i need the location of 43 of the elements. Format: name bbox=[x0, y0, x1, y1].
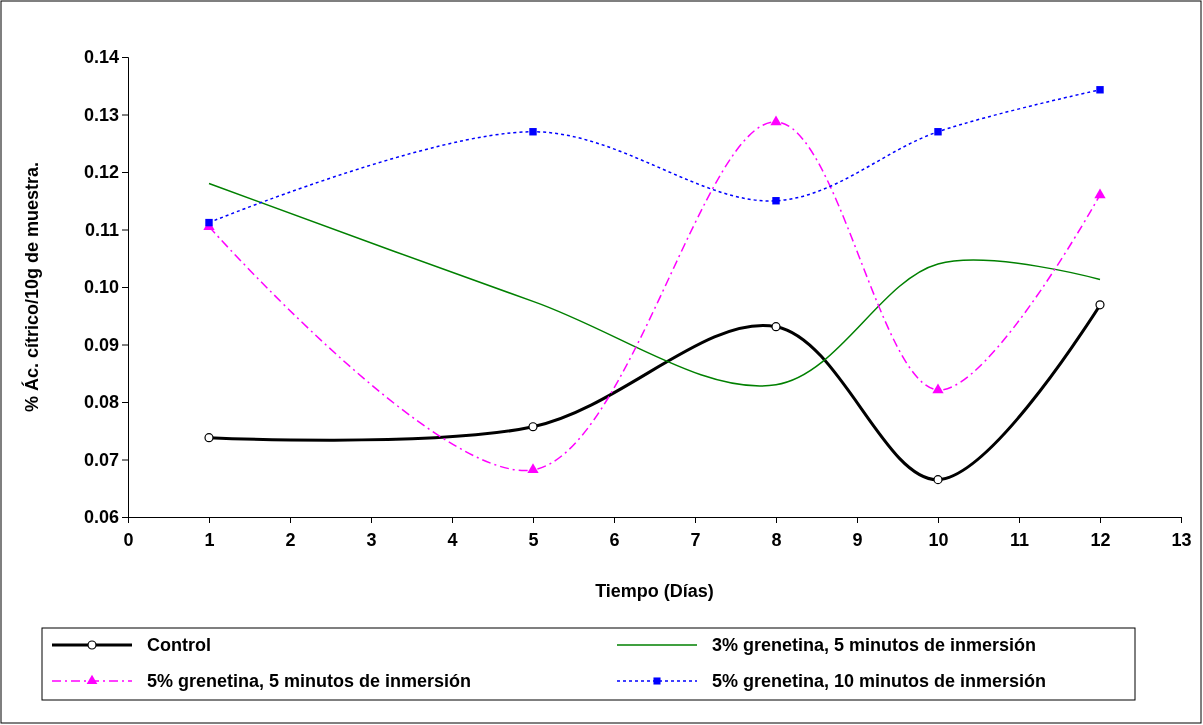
y-tick-label: 0.06 bbox=[83, 507, 119, 528]
point bbox=[1095, 300, 1105, 310]
x-tick-label: 6 bbox=[609, 529, 620, 550]
point bbox=[527, 463, 539, 474]
legend-label: Control bbox=[147, 635, 211, 655]
x-tick-label: 12 bbox=[1090, 529, 1111, 550]
point bbox=[771, 322, 781, 332]
x-tick-label: 9 bbox=[852, 529, 863, 550]
point bbox=[204, 433, 214, 443]
y-tick-label: 0.09 bbox=[83, 334, 119, 355]
x-tick-label: 0 bbox=[123, 529, 134, 550]
x-axis-title: Tiempo (Días) bbox=[595, 581, 714, 601]
y-tick-label: 0.13 bbox=[83, 104, 119, 125]
y-tick-label: 0.08 bbox=[83, 392, 119, 413]
legend-label: 3% grenetina, 5 minutos de inmersión bbox=[712, 635, 1037, 655]
x-tick-label: 10 bbox=[928, 529, 949, 550]
y-tick-label: 0.11 bbox=[84, 219, 119, 240]
point bbox=[528, 422, 538, 432]
line-series bbox=[208, 182, 1101, 387]
point bbox=[934, 128, 942, 136]
x-tick-label: 1 bbox=[204, 529, 215, 550]
x-tick-label: 3 bbox=[366, 529, 377, 550]
y-tick-label: 0.12 bbox=[83, 162, 119, 183]
y-tick-label: 0.14 bbox=[83, 47, 119, 68]
point bbox=[932, 383, 944, 394]
x-tick-label: 13 bbox=[1171, 529, 1192, 550]
y-tick-label: 0.07 bbox=[83, 449, 119, 470]
x-tick-label: 11 bbox=[1009, 529, 1030, 550]
point bbox=[1096, 86, 1104, 94]
x-tick-label: 5 bbox=[528, 529, 539, 550]
y-axis-title: % Ác. cítrico/10g de muestra. bbox=[21, 161, 42, 413]
point bbox=[529, 128, 537, 136]
x-tick-label: 4 bbox=[447, 529, 458, 550]
point bbox=[772, 197, 780, 205]
point bbox=[1094, 188, 1106, 199]
legend-label: 5% grenetina, 10 minutos de inmersión bbox=[712, 671, 1047, 691]
point bbox=[933, 475, 943, 485]
x-tick-label: 8 bbox=[771, 529, 782, 550]
legend-label: 5% grenetina, 5 minutos de inmersión bbox=[147, 671, 472, 691]
x-tick-label: 2 bbox=[285, 529, 296, 550]
x-tick-label: 7 bbox=[690, 529, 701, 550]
y-tick-label: 0.10 bbox=[83, 277, 119, 298]
point bbox=[770, 115, 782, 126]
